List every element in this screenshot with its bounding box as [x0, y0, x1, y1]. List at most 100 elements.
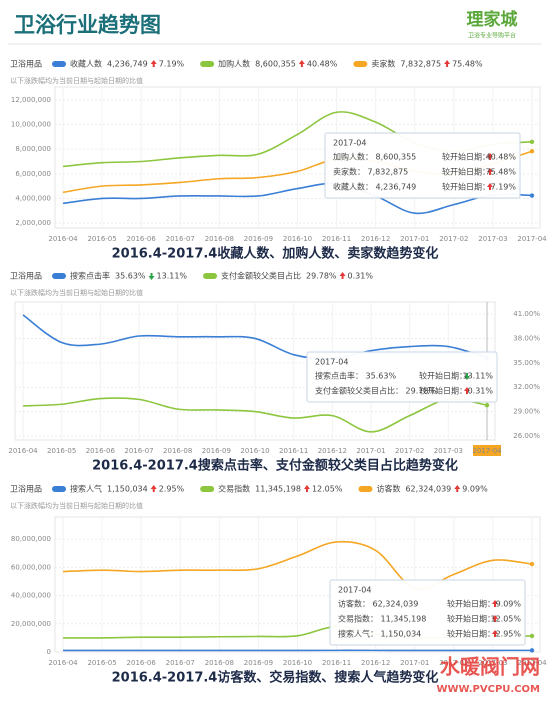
trend-arrow	[492, 615, 498, 622]
y-tick-label: 38.00%	[513, 334, 540, 342]
trend-arrow	[487, 168, 493, 175]
x-tick-label: 2017-01	[400, 235, 429, 243]
y-tick-label: 2,000,000	[15, 219, 51, 227]
x-tick-label: 2017-04	[517, 659, 547, 667]
legend-name: 搜索点击率	[70, 271, 110, 281]
page-title: 卫浴行业趋势图	[14, 13, 161, 37]
tooltip-compare: 较开始日期：	[419, 371, 467, 381]
tooltip-compare: 较开始日期：	[442, 182, 490, 192]
y-tick-label: 40,000,000	[11, 592, 51, 600]
last-point	[529, 633, 535, 639]
tooltip-label: 加购人数： 8,600,355	[333, 152, 416, 162]
trend-arrow	[492, 630, 498, 637]
x-tick-label: 2016-09	[202, 447, 231, 455]
x-tick-label: 2017-02	[439, 235, 468, 243]
tooltip-change: 13.11%	[462, 372, 493, 381]
x-tick-label: 2017-03	[478, 235, 507, 243]
tooltip-compare: 较开始日期：	[447, 629, 495, 639]
legend-change: 13.11%	[157, 272, 188, 281]
legend-name: 加购人数	[218, 59, 250, 69]
trend-arrow	[464, 387, 470, 394]
chart-caption: 2016.4-2017.4访客数、交易指数、搜索人气趋势变化	[112, 670, 439, 686]
legend-latest: 35.63%	[115, 272, 146, 281]
x-tick-label: 2016-10	[283, 659, 312, 667]
x-tick-label: 2016-12	[318, 447, 347, 455]
trend-arrow	[339, 272, 346, 279]
x-tick-label: 2017-02	[395, 447, 424, 455]
legend-swatch	[52, 273, 66, 279]
category-label: 卫浴用品	[10, 484, 42, 494]
tooltip-title: 2017-04	[338, 586, 371, 595]
tooltip-label: 支付金额较父类目占比： 29.78%	[315, 386, 436, 396]
tooltip-label: 访客数： 62,324,039	[338, 599, 418, 609]
x-tick-label: 2017-03	[478, 659, 507, 667]
legend-name: 收藏人数	[70, 59, 102, 69]
tooltip-box	[324, 132, 521, 199]
legend-change: 40.48%	[307, 60, 338, 69]
x-tick-label: 2016-05	[47, 447, 76, 455]
chart-caption: 2016.4-2017.4搜索点击率、支付金额较父类目占比趋势变化	[92, 458, 458, 474]
legend-swatch	[200, 61, 215, 67]
logo-subtitle: 卫浴专业导购平台	[468, 32, 516, 40]
legend-latest: 4,236,749	[107, 60, 148, 69]
tooltip-compare: 较开始日期：	[447, 614, 495, 624]
chart-caption: 2016.4-2017.4收藏人数、加购人数、卖家数趋势变化	[112, 246, 439, 262]
tooltip-change: 12.05%	[490, 615, 521, 624]
y-tick-label: 4,000,000	[15, 194, 51, 202]
tooltip-label: 搜索人气： 1,150,034	[338, 629, 421, 639]
trend-arrow	[298, 60, 305, 67]
series-line	[62, 182, 533, 215]
category-label: 卫浴用品	[10, 271, 42, 281]
series-line	[62, 540, 533, 591]
x-tick-label: 2016-12	[361, 235, 390, 243]
tooltip-label: 搜索点击率： 35.63%	[315, 371, 396, 381]
legend-swatch	[358, 486, 373, 492]
x-tick-label: 2016-06	[86, 447, 116, 455]
trend-arrow	[150, 485, 157, 492]
tooltip-compare: 较开始日期：	[442, 167, 490, 177]
tooltip-compare: 较开始日期：	[419, 386, 467, 396]
legend-latest: 8,600,355	[255, 60, 296, 69]
legend-change: 2.95%	[159, 485, 185, 494]
tooltip-title: 2017-04	[315, 358, 348, 367]
y-tick-label: 60,000,000	[11, 563, 51, 571]
x-tick-label: 2016-11	[322, 235, 351, 243]
x-tick-label: 2016-04	[8, 447, 38, 455]
tooltip-change: 0.31%	[468, 387, 494, 396]
x-tick-label: 2016-05	[87, 235, 116, 243]
x-tick-label: 2016-04	[48, 235, 78, 243]
legend-swatch	[353, 61, 368, 67]
category-label: 卫浴用品	[10, 59, 42, 69]
tooltip-compare: 较开始日期：	[442, 152, 490, 162]
trend-arrow	[454, 485, 461, 492]
legend-swatch	[52, 61, 66, 67]
y-tick-label: 20,000,000	[11, 620, 51, 628]
watermark-url: WWW.PVCPU.COM	[436, 684, 540, 695]
legend-change: 75.48%	[452, 60, 483, 69]
legend-change: 0.31%	[348, 272, 374, 281]
y-tick-label: 6,000,000	[15, 170, 51, 178]
trend-arrow	[487, 183, 493, 190]
last-point	[529, 561, 535, 567]
category-highlight	[473, 445, 501, 456]
tooltip-change: 9.09%	[496, 600, 522, 609]
tooltip-label: 交易指数： 11,345,198	[338, 614, 426, 624]
y-tick-label: 32.00%	[513, 383, 540, 391]
x-tick-label: 2016-06	[127, 235, 157, 243]
last-point	[484, 403, 490, 408]
tooltip-change: 40.48%	[485, 153, 516, 162]
x-tick-label: 2016-11	[322, 659, 351, 667]
x-tick-label: 2016-04	[48, 659, 78, 667]
legend-name: 卖家数	[371, 59, 395, 69]
x-tick-label: 2016-07	[124, 447, 153, 455]
y-tick-label: 12,000,000	[11, 96, 51, 104]
y-tick-label: 41.00%	[513, 310, 540, 318]
watermark-title: 水暖阀门网	[440, 655, 540, 679]
legend-name: 交易指数	[218, 484, 250, 494]
y-tick-label: 0	[47, 648, 51, 656]
note: 以下涨跌幅均为当前日期与起始日期的比值	[10, 76, 143, 85]
logo: 理家城	[467, 9, 518, 30]
last-point	[529, 193, 535, 198]
x-tick-label: 2017-04	[517, 235, 547, 243]
